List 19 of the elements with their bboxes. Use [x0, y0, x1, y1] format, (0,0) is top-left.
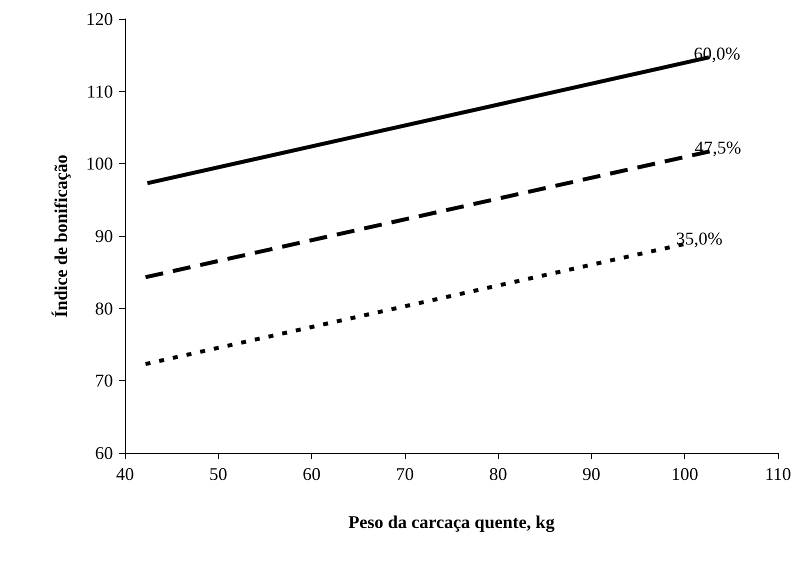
x-tick-label: 90	[582, 464, 600, 484]
y-tick-label: 110	[86, 81, 113, 102]
x-tick-label: 110	[764, 464, 792, 484]
y-tick-label: 90	[95, 226, 113, 246]
y-axis-title: Índice de bonificação	[51, 154, 71, 318]
series-label: 47,5%	[694, 137, 742, 158]
series-label: 35,0%	[676, 228, 722, 249]
x-tick-label: 80	[489, 464, 508, 484]
x-tick-label: 50	[209, 464, 228, 484]
x-tick-label: 40	[116, 464, 134, 484]
y-tick-label: 80	[95, 298, 113, 318]
x-tick-label: 100	[671, 464, 698, 484]
x-tick-label: 60	[302, 464, 321, 484]
x-tick-label: 70	[396, 464, 414, 484]
y-tick-label: 100	[86, 154, 113, 174]
y-tick-label: 60	[95, 443, 113, 463]
y-tick-label: 70	[95, 370, 113, 391]
x-axis-title: Peso da carcaça quente, kg	[348, 512, 555, 532]
y-tick-label: 120	[86, 9, 113, 29]
